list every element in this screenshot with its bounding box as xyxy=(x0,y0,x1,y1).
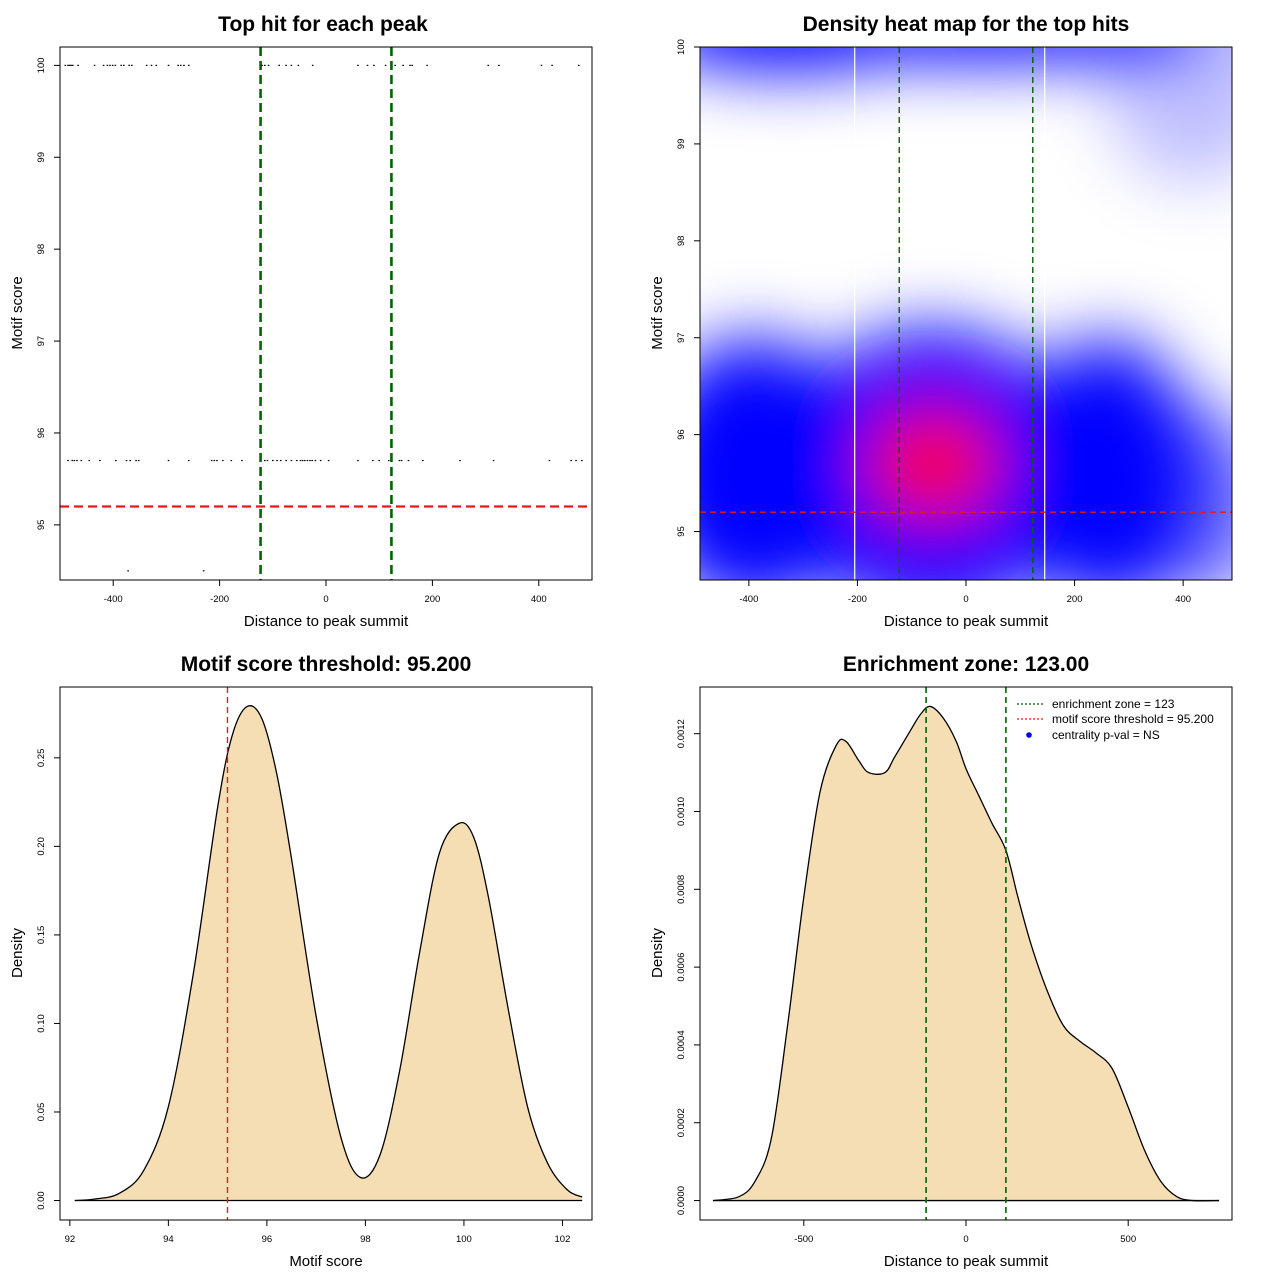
scatter-points xyxy=(64,64,583,572)
y-tick-label: 0.10 xyxy=(36,1014,47,1033)
y-tick-label: 99 xyxy=(36,152,47,163)
y-tick-label: 0.15 xyxy=(36,926,47,945)
x-tick-label: 92 xyxy=(65,1234,76,1245)
density-area xyxy=(712,706,1220,1201)
y-axis: 95 96 97 98 99 100 xyxy=(676,39,700,537)
chart-title: Motif score threshold: 95.200 xyxy=(181,653,472,676)
y-tick-label: 98 xyxy=(36,244,47,255)
y-tick-label: 98 xyxy=(676,236,687,247)
x-axis-label: Motif score xyxy=(289,1253,362,1270)
y-axis-label: Density xyxy=(649,927,666,978)
x-tick-label: -400 xyxy=(739,594,758,605)
x-tick-label: 96 xyxy=(262,1234,273,1245)
density-curve xyxy=(74,705,583,1202)
y-axis: 0.00 0.05 0.10 0.15 0.20 0.25 xyxy=(36,749,60,1210)
x-axis-label: Distance to peak summit xyxy=(884,1253,1049,1270)
x-tick-label: 200 xyxy=(1067,594,1083,605)
x-tick-label: 98 xyxy=(360,1234,371,1245)
density-area xyxy=(74,705,583,1201)
y-tick-label: 100 xyxy=(676,39,687,55)
heatmap-density xyxy=(700,47,1232,580)
y-tick-label: 97 xyxy=(36,336,47,347)
y-axis: 0.0000 0.0002 0.0004 0.0006 0.0008 0.0010 0.00… xyxy=(676,719,700,1215)
y-tick-label: 95 xyxy=(676,526,687,537)
y-tick-label: 96 xyxy=(676,429,687,440)
y-tick-label: 95 xyxy=(36,520,47,531)
legend-swatch-pval xyxy=(1026,732,1032,738)
x-tick-label: -400 xyxy=(104,594,123,605)
y-axis-label: Density xyxy=(9,927,26,978)
x-axis-label: Distance to peak summit xyxy=(884,613,1049,630)
y-tick-label: 0.00 xyxy=(36,1191,47,1210)
y-axis-label: Motif score xyxy=(9,276,26,349)
x-axis: 92 94 96 98 100 102 xyxy=(65,1220,571,1245)
x-tick-label: -200 xyxy=(848,594,867,605)
chart-title: Density heat map for the top hits xyxy=(803,13,1130,36)
chart-title: Enrichment zone: 123.00 xyxy=(843,653,1089,676)
heatmap-blob xyxy=(1128,405,1232,580)
y-tick-label: 0.20 xyxy=(36,837,47,856)
legend-entry-zone: enrichment zone = 123 xyxy=(1052,697,1175,711)
x-axis: -500 0 500 xyxy=(794,1220,1136,1245)
heatmap-blob xyxy=(1101,47,1232,183)
x-tick-label: 0 xyxy=(963,1234,968,1245)
panel-enrichment-zone: Enrichment zone: 123.00 -500 0 500 0.00000… xyxy=(649,653,1233,1270)
y-tick-label: 0.0004 xyxy=(676,1030,687,1059)
y-tick-label: 0.25 xyxy=(36,749,47,768)
legend: enrichment zone = 123 motif score thresh… xyxy=(1017,697,1214,742)
x-tick-label: 500 xyxy=(1120,1234,1136,1245)
chart-title: Top hit for each peak xyxy=(218,13,428,36)
x-tick-label: -500 xyxy=(794,1234,813,1245)
heatmap-blob xyxy=(895,437,972,500)
x-axis: -400 -200 0 200 400 xyxy=(104,580,547,605)
y-tick-label: 96 xyxy=(36,428,47,439)
y-tick-label: 99 xyxy=(676,139,687,150)
panel-top-hit: Top hit for each peak -400 -200 0 200 400 95… xyxy=(9,13,593,630)
panel-density-heatmap: Density heat map for the top hits -400 -2… xyxy=(649,13,1233,630)
y-tick-label: 0.0006 xyxy=(676,953,687,982)
x-axis: -400 -200 0 200 400 xyxy=(739,580,1191,605)
plot-frame xyxy=(59,46,593,581)
y-tick-label: 0.0010 xyxy=(676,797,687,826)
x-tick-label: 0 xyxy=(963,594,968,605)
x-tick-label: 0 xyxy=(323,594,328,605)
x-axis-label: Distance to peak summit xyxy=(244,613,409,630)
x-tick-label: 400 xyxy=(1175,594,1191,605)
x-tick-label: 94 xyxy=(163,1234,174,1245)
x-tick-label: 102 xyxy=(555,1234,571,1245)
y-tick-label: 97 xyxy=(676,332,687,343)
y-axis-label: Motif score xyxy=(649,276,666,349)
panel-score-density: Motif score threshold: 95.200 92 94 96 98 10… xyxy=(9,653,593,1270)
y-tick-label: 0.0002 xyxy=(676,1108,687,1137)
plot-frame xyxy=(59,686,593,1221)
y-tick-label: 100 xyxy=(36,57,47,73)
legend-entry-pval: centrality p-val = NS xyxy=(1052,728,1160,742)
y-tick-label: 0.0012 xyxy=(676,719,687,748)
density-curve xyxy=(712,705,1220,1202)
x-tick-label: -200 xyxy=(210,594,229,605)
x-tick-label: 400 xyxy=(531,594,547,605)
legend-entry-threshold: motif score threshold = 95.200 xyxy=(1052,712,1214,726)
heatmap-blob xyxy=(795,47,1170,62)
y-tick-label: 0.0000 xyxy=(676,1186,687,1215)
y-tick-label: 0.05 xyxy=(36,1103,47,1122)
y-axis: 95 96 97 98 99 100 xyxy=(36,57,60,530)
x-tick-label: 100 xyxy=(456,1234,472,1245)
x-tick-label: 200 xyxy=(424,594,440,605)
y-tick-label: 0.0008 xyxy=(676,875,687,904)
